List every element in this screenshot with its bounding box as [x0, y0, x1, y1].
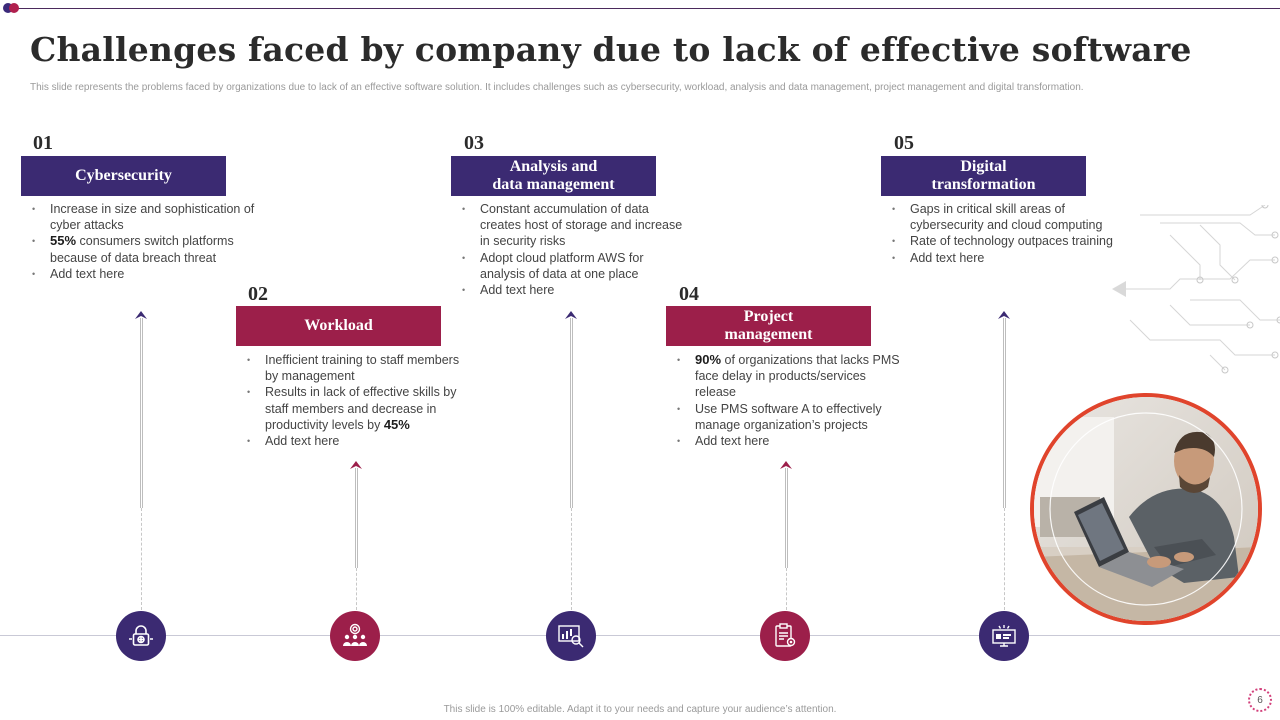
cybersecurity-node — [116, 611, 166, 661]
challenge-bullets: Increase in size and sophistication of c… — [30, 201, 255, 282]
list-item: Add text here — [30, 266, 255, 282]
challenge-heading-project-management: Project management — [666, 306, 871, 346]
logo-dot-purple — [3, 3, 13, 13]
challenge-bullets: Constant accumulation of data creates ho… — [460, 201, 685, 298]
photo-illustration — [1034, 397, 1258, 621]
connector-line — [1003, 318, 1006, 508]
team-target-icon — [343, 623, 367, 646]
list-item: Inefficient training to staff members by… — [245, 352, 470, 384]
circuit-lines-decoration — [1112, 205, 1280, 374]
list-item: Adopt cloud platform AWS for analysis of… — [460, 250, 685, 282]
challenge-number: 02 — [248, 283, 268, 305]
clipboard-gear-icon — [775, 623, 796, 647]
challenge-heading-workload: Workload — [236, 306, 441, 346]
connector-line — [355, 468, 358, 568]
list-item: Use PMS software A to effectively manage… — [675, 401, 900, 433]
slide-footer: This slide is 100% editable. Adapt it to… — [443, 704, 837, 715]
list-item: Increase in size and sophistication of c… — [30, 201, 255, 233]
list-item: Add text here — [675, 433, 900, 449]
connector-dash — [141, 508, 142, 610]
logo-dot-red — [9, 3, 19, 13]
challenge-bullets: 90% of organizations that lacks PMS face… — [675, 352, 900, 449]
list-item: Add text here — [245, 433, 470, 449]
challenge-heading-label: Digital transformation — [931, 158, 1036, 193]
challenge-heading-analysis: Analysis and data management — [451, 156, 656, 196]
list-item: Add text here — [460, 282, 685, 298]
list-item: 90% of organizations that lacks PMS face… — [675, 352, 900, 401]
slide-subtitle: This slide represents the problems faced… — [30, 82, 1084, 93]
digital-screen-icon — [992, 625, 1016, 647]
chevron-up-icon — [565, 311, 577, 319]
challenge-heading-label: Project management — [724, 308, 813, 343]
challenge-heading-label: Workload — [304, 317, 373, 334]
timeline-axis — [0, 635, 1280, 636]
challenge-heading-digital-transformation: Digital transformation — [881, 156, 1086, 196]
challenge-number: 01 — [33, 132, 53, 154]
analysis-node — [546, 611, 596, 661]
challenge-bullets: Gaps in critical skill areas of cybersec… — [890, 201, 1125, 266]
list-item: 55% consumers switch platforms because o… — [30, 233, 255, 265]
man-working-on-laptop-photo — [1030, 393, 1262, 625]
list-item: Rate of technology outpaces training — [890, 233, 1125, 249]
chart-magnifier-icon — [558, 625, 584, 648]
connector-dash — [356, 568, 357, 610]
list-item: Results in lack of effective skills by s… — [245, 384, 470, 433]
top-rule — [14, 8, 1280, 9]
workload-node — [330, 611, 380, 661]
page-number-badge: 6 — [1248, 688, 1272, 712]
challenge-heading-label: Cybersecurity — [75, 167, 172, 184]
connector-dash — [786, 568, 787, 610]
list-item: Add text here — [890, 250, 1125, 266]
connector-dash — [571, 508, 572, 610]
chevron-up-icon — [135, 311, 147, 319]
challenge-bullets: Inefficient training to staff members by… — [245, 352, 470, 449]
list-item: Constant accumulation of data creates ho… — [460, 201, 685, 250]
challenge-number: 05 — [894, 132, 914, 154]
chevron-up-icon — [780, 461, 792, 469]
digital-transformation-node — [979, 611, 1029, 661]
chevron-up-icon — [998, 311, 1010, 319]
connector-line — [785, 468, 788, 568]
chevron-up-icon — [350, 461, 362, 469]
connector-line — [570, 318, 573, 508]
project-management-node — [760, 611, 810, 661]
list-item: Gaps in critical skill areas of cybersec… — [890, 201, 1125, 233]
challenge-heading-label: Analysis and data management — [492, 158, 615, 193]
slide-title: Challenges faced by company due to lack … — [30, 30, 1192, 69]
challenge-number: 03 — [464, 132, 484, 154]
connector-dash — [1004, 508, 1005, 610]
challenge-heading-cybersecurity: Cybersecurity — [21, 156, 226, 196]
connector-line — [140, 318, 143, 508]
lock-globe-icon — [129, 625, 153, 646]
challenge-number: 04 — [679, 283, 699, 305]
